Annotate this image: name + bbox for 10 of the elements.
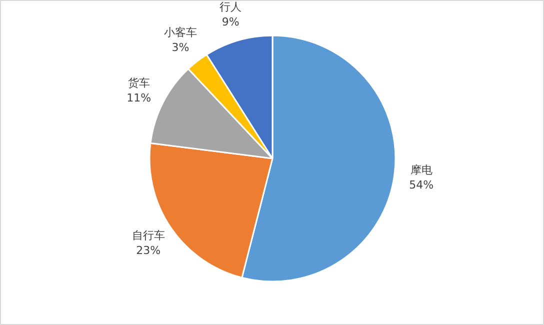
slice-label: 货车 [128, 76, 150, 90]
data-label: 54% [409, 178, 434, 192]
slice-label: 摩电 [410, 163, 432, 176]
slice-label: 行人 [220, 0, 242, 14]
slice-label: 小客车 [164, 26, 198, 39]
slice-label: 自行车 [132, 228, 165, 242]
data-label: 3% [172, 40, 190, 54]
data-label: 9% [222, 15, 240, 28]
data-label: 11% [126, 91, 152, 104]
data-label: 23% [136, 244, 161, 257]
